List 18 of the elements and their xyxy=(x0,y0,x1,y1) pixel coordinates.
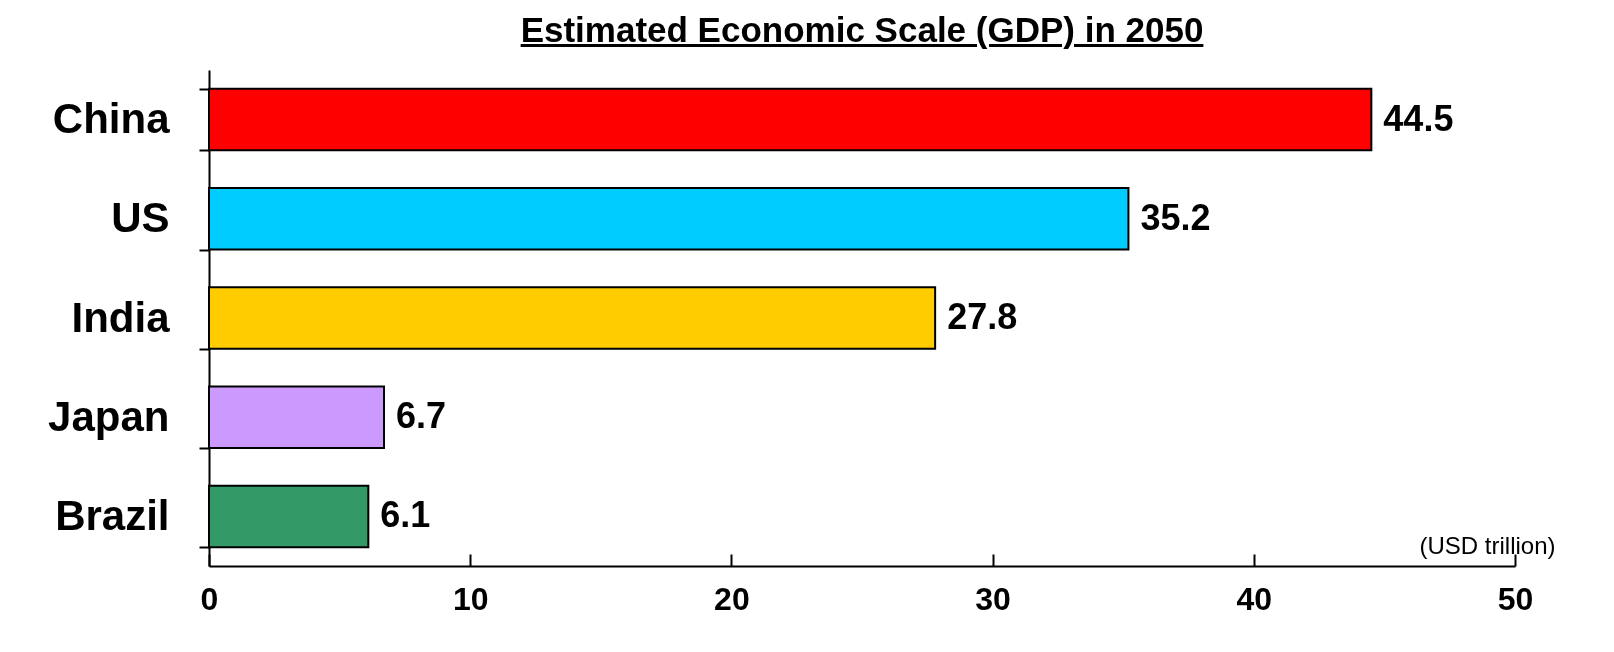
x-tick-label: 20 xyxy=(714,580,750,617)
x-tick-label: 50 xyxy=(1497,580,1534,617)
x-tick-label: 10 xyxy=(452,580,489,617)
y-tick-label: Japan xyxy=(48,392,170,440)
x-tick-label: 40 xyxy=(1236,580,1273,617)
data-label: 44.5 xyxy=(1383,97,1454,139)
data-label: 6.1 xyxy=(380,494,431,536)
y-tick-label: India xyxy=(71,293,171,341)
data-label: 35.2 xyxy=(1140,196,1211,238)
y-tick-label: Brazil xyxy=(55,491,170,539)
x-axis-title: (USD trillion) xyxy=(1419,531,1556,559)
x-tick-label: 0 xyxy=(200,580,219,617)
data-label: 6.7 xyxy=(396,395,447,437)
x-tick-label: 30 xyxy=(975,580,1011,617)
chart-title: Estimated Economic Scale (GDP) in 2050 xyxy=(520,10,1204,49)
y-tick-label: China xyxy=(52,95,171,143)
data-label: 27.8 xyxy=(947,296,1018,337)
y-tick-label: US xyxy=(111,194,170,242)
